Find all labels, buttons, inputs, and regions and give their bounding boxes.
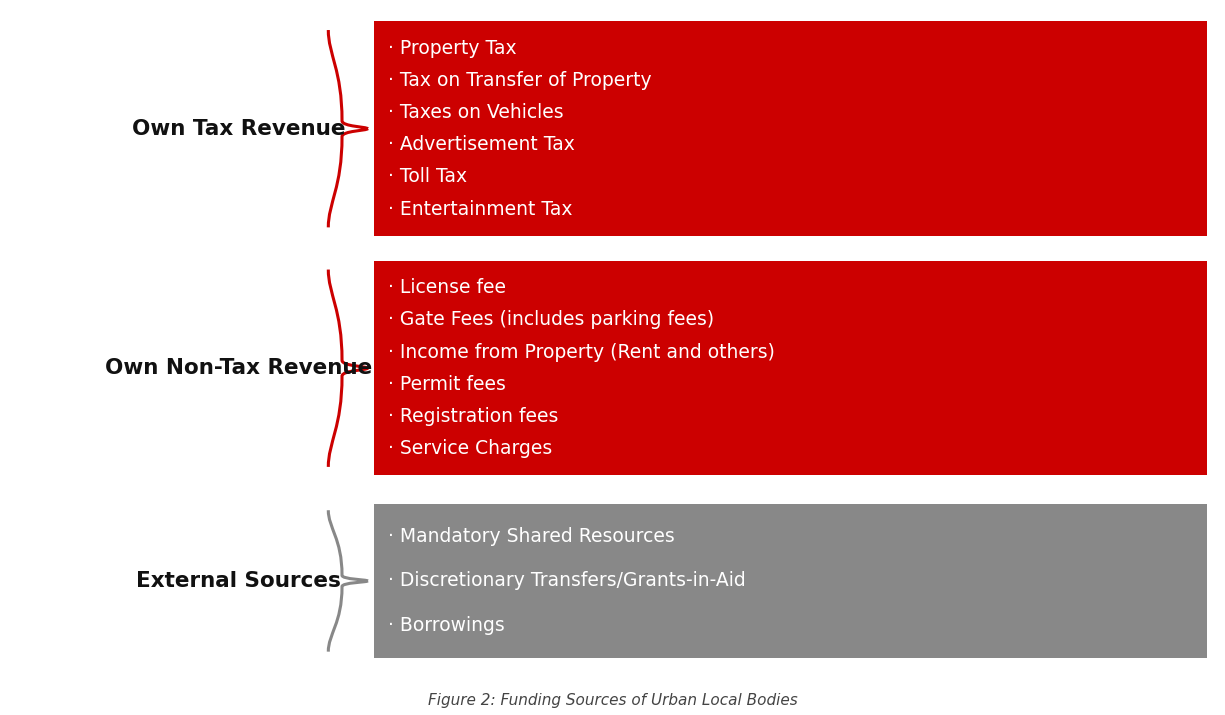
Text: · Mandatory Shared Resources: · Mandatory Shared Resources: [388, 528, 675, 546]
Text: Figure 2: Funding Sources of Urban Local Bodies: Figure 2: Funding Sources of Urban Local…: [428, 693, 797, 708]
FancyBboxPatch shape: [374, 261, 1207, 475]
FancyBboxPatch shape: [374, 21, 1207, 236]
Text: · Gate Fees (includes parking fees): · Gate Fees (includes parking fees): [388, 310, 714, 330]
Text: Own Tax Revenue: Own Tax Revenue: [132, 119, 345, 139]
Text: · Borrowings: · Borrowings: [388, 616, 505, 634]
Text: · Toll Tax: · Toll Tax: [388, 167, 468, 187]
Text: · Registration fees: · Registration fees: [388, 407, 559, 426]
Text: · License fee: · License fee: [388, 278, 506, 297]
Text: Own Non-Tax Revenue: Own Non-Tax Revenue: [105, 358, 372, 378]
Text: · Tax on Transfer of Property: · Tax on Transfer of Property: [388, 71, 652, 90]
FancyBboxPatch shape: [374, 504, 1207, 658]
Text: · Property Tax: · Property Tax: [388, 39, 517, 58]
Text: · Advertisement Tax: · Advertisement Tax: [388, 135, 576, 154]
Text: · Service Charges: · Service Charges: [388, 439, 552, 458]
Text: · Income from Property (Rent and others): · Income from Property (Rent and others): [388, 342, 775, 362]
Text: · Discretionary Transfers/Grants-in-Aid: · Discretionary Transfers/Grants-in-Aid: [388, 571, 746, 591]
Text: · Taxes on Vehicles: · Taxes on Vehicles: [388, 103, 564, 122]
Text: · Entertainment Tax: · Entertainment Tax: [388, 199, 573, 219]
Text: External Sources: External Sources: [136, 571, 342, 591]
Text: · Permit fees: · Permit fees: [388, 375, 506, 394]
